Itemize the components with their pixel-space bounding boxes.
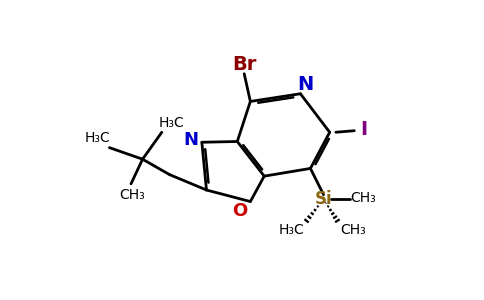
Text: H₃C: H₃C <box>85 131 111 146</box>
Text: N: N <box>298 75 314 94</box>
Text: Br: Br <box>232 55 257 74</box>
Text: CH₃: CH₃ <box>120 188 145 202</box>
Text: CH₃: CH₃ <box>340 223 365 237</box>
Text: H₃C: H₃C <box>158 116 184 130</box>
Text: N: N <box>183 131 198 149</box>
Text: O: O <box>232 202 247 220</box>
Text: Si: Si <box>315 190 333 208</box>
Text: CH₃: CH₃ <box>351 191 377 205</box>
Text: I: I <box>360 120 367 139</box>
Text: H₃C: H₃C <box>278 223 304 237</box>
